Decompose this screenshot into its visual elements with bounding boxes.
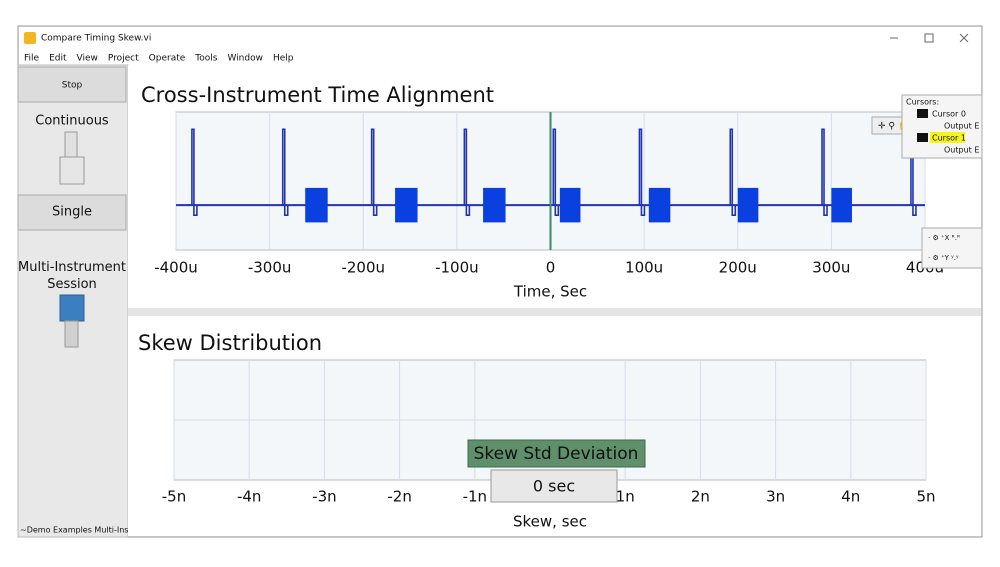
x-tick-label: -200u (341, 259, 385, 277)
spike (549, 128, 560, 216)
chart-title: Skew Distribution (138, 331, 322, 355)
burst (648, 187, 671, 223)
x-axis-label: Skew, sec (513, 513, 587, 531)
cursor-icon (917, 133, 928, 142)
menu-item[interactable]: View (77, 54, 98, 64)
burst (305, 187, 328, 223)
x-axis-label: Time, Sec (513, 283, 587, 301)
x-tick-label: -4n (237, 488, 261, 506)
status-text: ~Demo Examples Multi-Ins (20, 526, 128, 535)
cursor-plot: Output E (944, 146, 979, 155)
x-tick-label: 0 (546, 259, 556, 277)
scale-legend (921, 227, 983, 269)
burst (395, 187, 418, 223)
x-tick-label: 3n (766, 488, 785, 506)
indicator-label: Skew Std Deviation (474, 444, 639, 464)
x-tick-label: -300u (248, 259, 292, 277)
cursor-icon (917, 109, 928, 118)
session-track[interactable] (64, 320, 79, 348)
menu-bar (19, 50, 981, 65)
indicator-value: 0 sec (533, 477, 575, 496)
continuous-label: Continuous (35, 114, 109, 129)
switch-track[interactable] (64, 131, 78, 158)
cursor-name: Cursor 0 (932, 110, 966, 119)
chart: Cross-Instrument Time Alignment -400u -300… (141, 83, 944, 301)
menu-item[interactable]: Tools (194, 54, 217, 64)
spike (367, 128, 378, 216)
cursor-plot: Output E (944, 122, 979, 131)
maximize[interactable] (924, 33, 934, 43)
cursor-name: Cursor 1 (932, 134, 966, 143)
x-tick-label: -2n (387, 488, 411, 506)
close[interactable] (959, 33, 969, 43)
session-label: Multi-Instrument Session (18, 260, 126, 292)
spike (818, 128, 828, 216)
x-tick-label: 100u (625, 259, 663, 277)
indicator-label-box (467, 439, 646, 468)
x-tick-label: 2n (691, 488, 710, 506)
stop-button[interactable] (17, 66, 127, 103)
session-toggle[interactable] (59, 294, 85, 322)
menu: File Edit View Project Operate Tools Window Hel… (24, 54, 294, 64)
menu-item[interactable]: Operate (149, 54, 186, 64)
x-tick-label: 200u (719, 259, 757, 277)
switch-thumb[interactable] (59, 156, 85, 185)
indicator-box (490, 469, 618, 503)
x-tick-label: 1n (616, 488, 635, 506)
x-tick-label: -400u (154, 259, 198, 277)
menu-item[interactable]: Project (108, 54, 139, 64)
burst (559, 187, 581, 223)
x-tick-label: -1n (463, 488, 487, 506)
window-title: Compare Timing Skew.vi (41, 34, 151, 44)
app-icon (24, 32, 36, 44)
single-label: Single (52, 205, 92, 220)
x-tick-label: 4n (841, 488, 860, 506)
menu-item[interactable]: File (24, 54, 40, 64)
menu-item[interactable]: Edit (49, 54, 67, 64)
spike (187, 128, 198, 216)
burst (483, 187, 506, 223)
x-tick-label: -5n (162, 488, 186, 506)
x-tick-label: 5n (916, 488, 935, 506)
spike (278, 128, 289, 216)
palette-icons: ✛ ⚲ ✋ (878, 120, 909, 132)
spike (460, 128, 471, 216)
burst (737, 187, 759, 223)
burst (831, 187, 852, 223)
spike (726, 128, 737, 216)
title-bar (19, 27, 981, 50)
cursor-highlight (930, 132, 965, 143)
spike (635, 128, 646, 216)
menu-item[interactable]: Window (227, 54, 263, 64)
x-tick-label: -100u (435, 259, 479, 277)
menu-item[interactable]: Help (273, 54, 294, 64)
cursor-legend-title: Cursors: (906, 98, 939, 107)
scale-icons: · ⚙ ⁺X ᴿ.ᴿ (928, 234, 960, 242)
single-button[interactable] (17, 194, 127, 231)
chart: Skew Distribution -5n -4n -3n -2n -1n 1n 2n 3n 4n… (138, 331, 936, 531)
x-tick-label: 300u (812, 259, 850, 277)
splitter (128, 308, 981, 316)
stop-label: Stop (62, 81, 83, 91)
x-tick-label: -3n (312, 488, 336, 506)
chart-title: Cross-Instrument Time Alignment (141, 83, 494, 107)
scale-icons: · ⚙ ⁺Y ʸ.ʸ (928, 254, 959, 262)
cursor-legend (901, 94, 983, 159)
